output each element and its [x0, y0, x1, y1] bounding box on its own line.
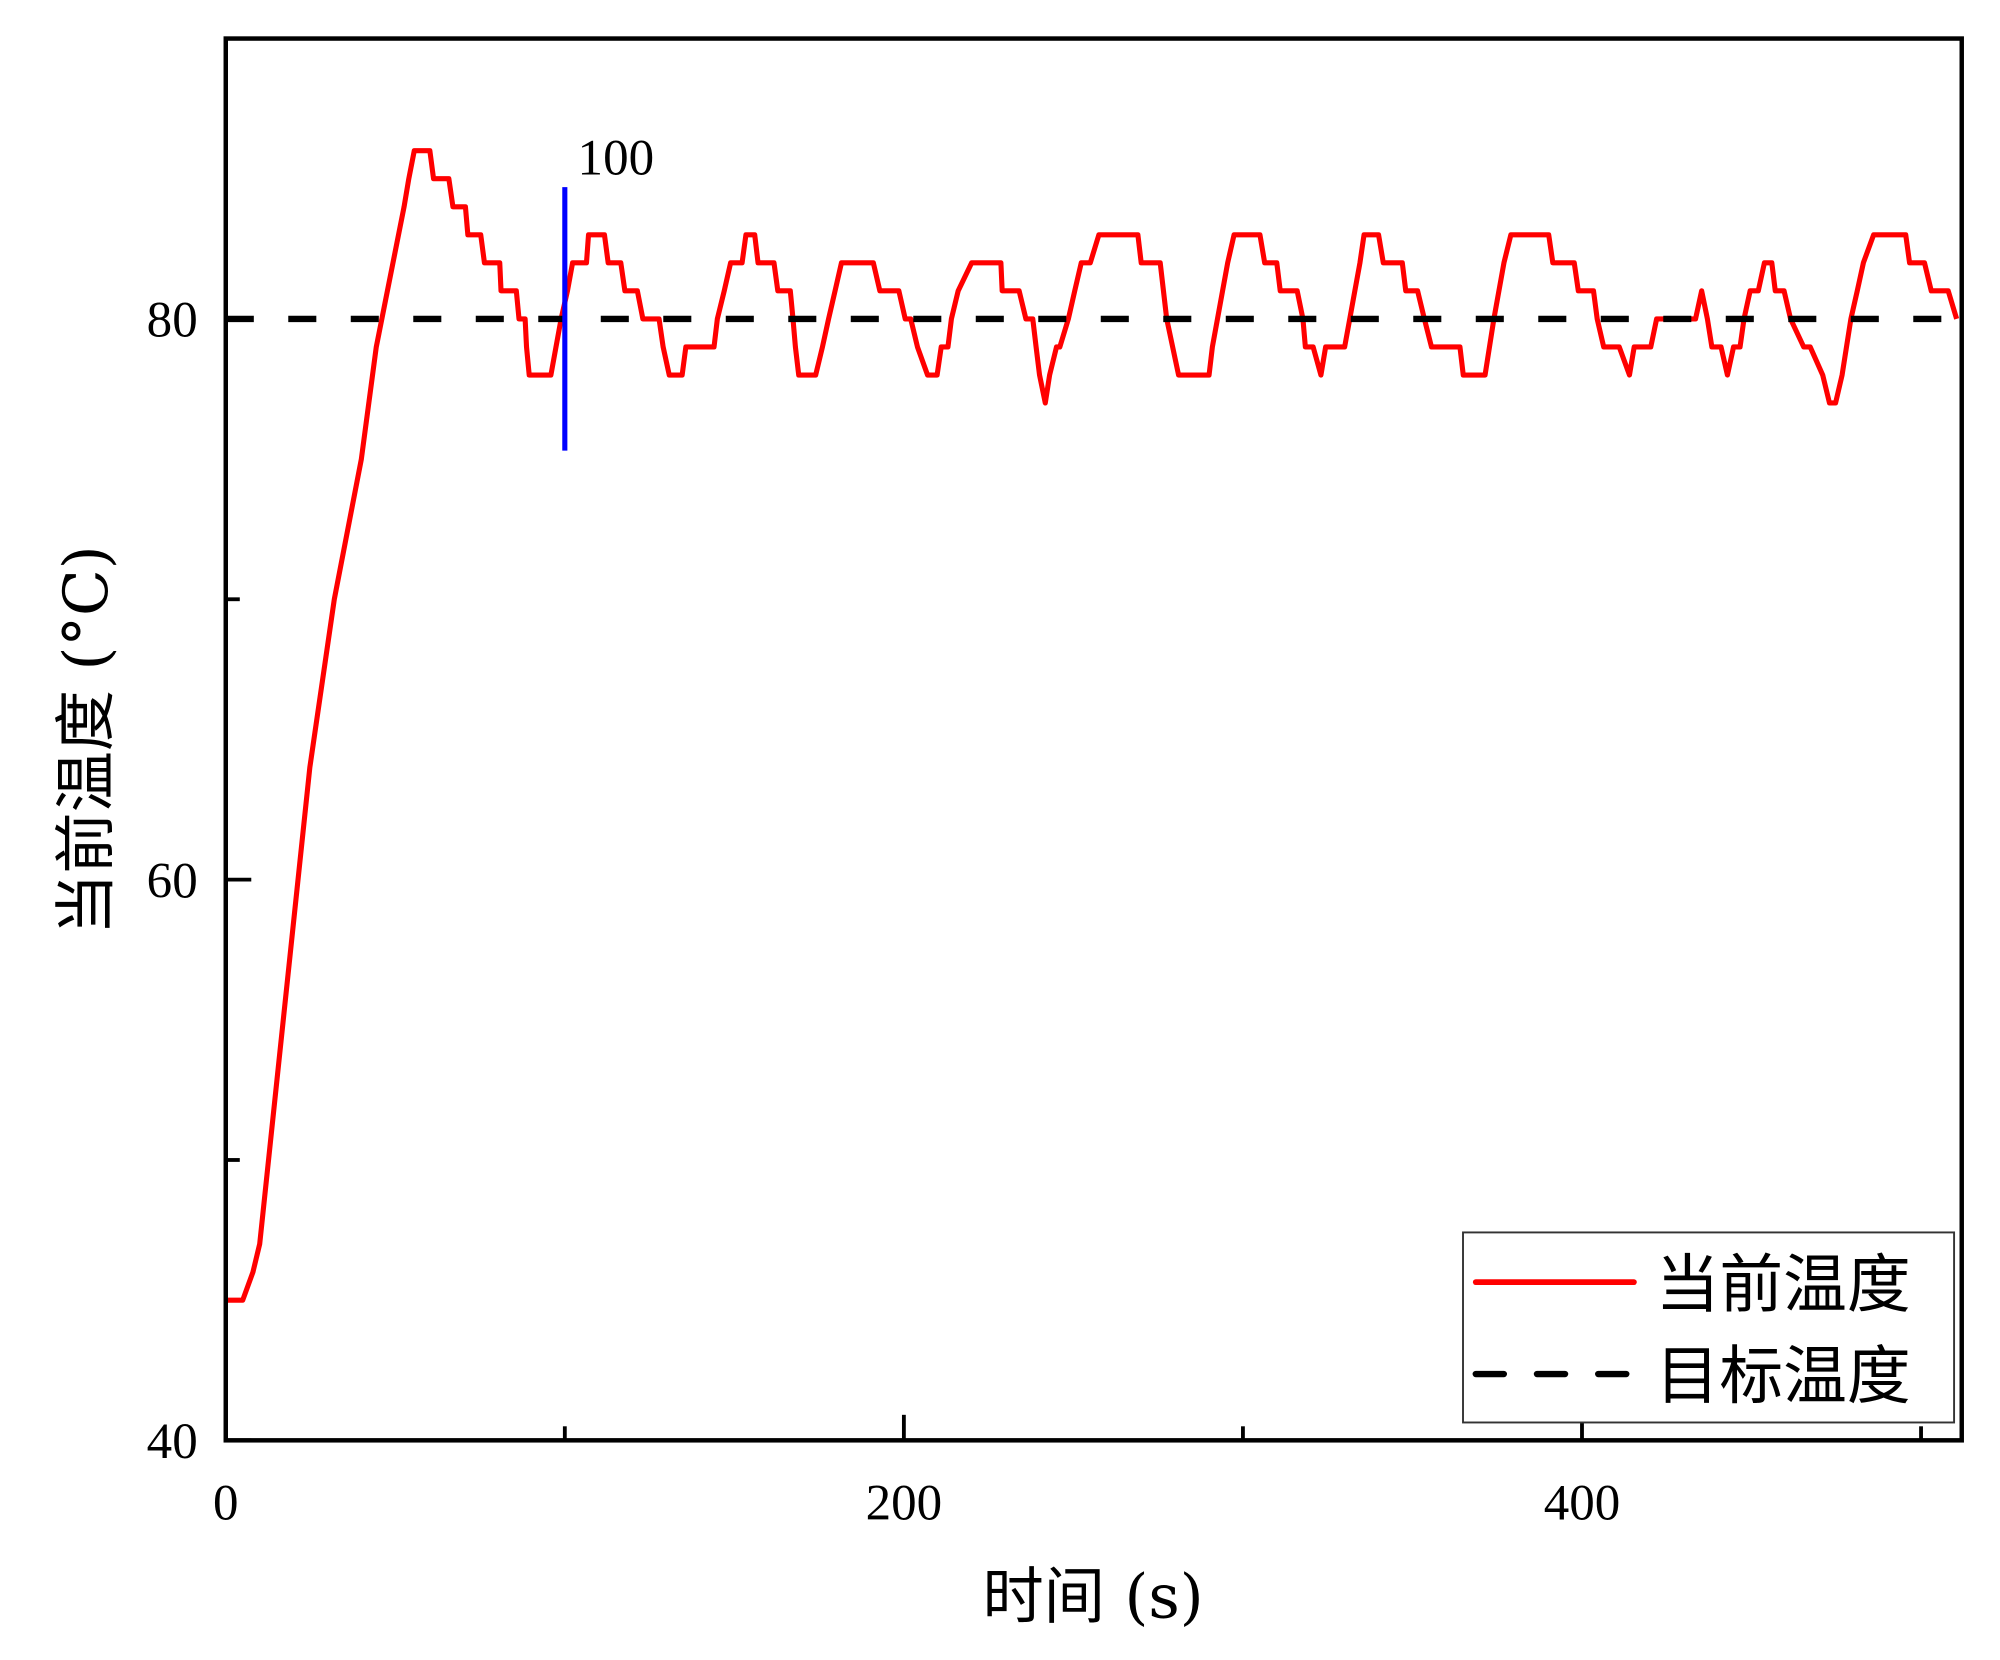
legend-box — [1462, 1231, 1956, 1424]
annotation-layer: 100 — [562, 130, 655, 451]
y-axis-title: 当前温度 (°C) — [51, 545, 122, 935]
x-tick-label: 200 — [866, 1475, 943, 1531]
x-tick-label: 0 — [213, 1475, 239, 1531]
x-tick-label: 400 — [1544, 1475, 1621, 1531]
legend-label-target-temp: 目标温度 — [1656, 1340, 1911, 1414]
legend-label-current-temp: 当前温度 — [1656, 1248, 1911, 1322]
y-tick-label: 60 — [147, 853, 198, 909]
annotation-label: 100 — [578, 130, 655, 186]
series-layer — [225, 148, 1962, 1303]
x-axis-title: 时间 (s) — [983, 1562, 1204, 1633]
y-tick-label: 80 — [147, 293, 198, 349]
legend: 当前温度 目标温度 — [1462, 1231, 1956, 1424]
plot-frame — [223, 36, 1964, 1443]
tick-labels: 0 200 400 40 60 80 — [147, 293, 1621, 1532]
series-current-temp-line — [225, 148, 1960, 1303]
y-tick-label: 40 — [147, 1414, 198, 1470]
